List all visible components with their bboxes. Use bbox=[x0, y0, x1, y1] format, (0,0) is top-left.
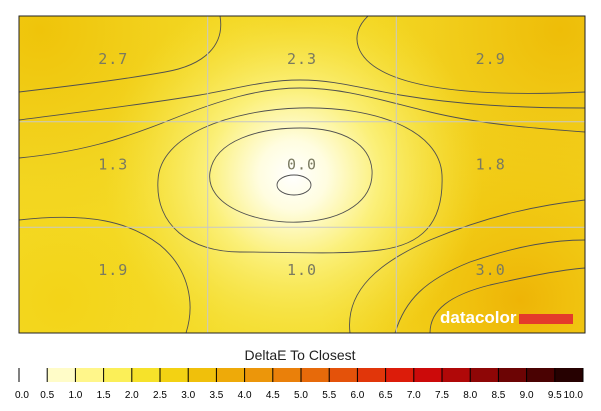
contour-line bbox=[356, 16, 585, 94]
legend-tick-label: 6.0 bbox=[350, 390, 364, 401]
legend-swatch bbox=[272, 368, 302, 382]
legend-tick-label: 3.0 bbox=[181, 390, 195, 401]
legend-tick-label: 5.0 bbox=[294, 390, 308, 401]
legend-swatch bbox=[385, 368, 415, 382]
legend-tick-label: 2.5 bbox=[153, 390, 167, 401]
datacolor-logo-bar bbox=[519, 314, 573, 324]
legend-tick-label: 3.5 bbox=[209, 390, 223, 401]
legend-tick-label: 5.5 bbox=[322, 390, 336, 401]
plot-frame bbox=[18, 15, 586, 334]
legend-swatch bbox=[19, 368, 48, 382]
datacolor-logo-text: datacolor bbox=[440, 308, 517, 327]
legend-swatches bbox=[19, 368, 584, 382]
legend-tick-label: 8.0 bbox=[463, 390, 477, 401]
heatmap-cell-label: 1.9 bbox=[98, 261, 128, 279]
legend-swatch bbox=[160, 368, 189, 382]
grid-lines bbox=[19, 16, 585, 333]
legend-swatch bbox=[131, 368, 161, 382]
heatmap-cell-label: 1.3 bbox=[98, 156, 128, 174]
contour-line bbox=[19, 16, 222, 93]
legend-swatch bbox=[554, 368, 584, 382]
legend-swatch bbox=[244, 368, 274, 382]
legend-swatch bbox=[188, 368, 217, 382]
contour-line bbox=[209, 127, 373, 223]
contour-line bbox=[19, 79, 585, 121]
heatmap-cell-label: 2.3 bbox=[287, 50, 317, 68]
legend-tick-label: 4.0 bbox=[238, 390, 252, 401]
contour-lines bbox=[19, 16, 585, 333]
legend-tick-label: 8.5 bbox=[491, 390, 505, 401]
contour-line bbox=[19, 216, 191, 333]
heatmap-shade-center bbox=[19, 16, 585, 333]
legend-ticks: 0.0 0.5 1.0 1.5 2.0 2.5 3.0 3.5 4.0 4.5 5.0 5.5 6.0 6… bbox=[15, 368, 584, 401]
contour-line bbox=[349, 199, 585, 333]
legend-tick-label: 1.0 bbox=[68, 390, 82, 401]
contour-line bbox=[157, 107, 443, 254]
heatmap-cell-label: 1.0 bbox=[287, 261, 317, 279]
legend-tick-label: 0.0 bbox=[15, 390, 29, 401]
legend-tick-label: 0.5 bbox=[40, 390, 54, 401]
heatmap-cell-label: 2.7 bbox=[98, 50, 128, 68]
legend-swatch bbox=[75, 368, 104, 382]
legend-swatch bbox=[216, 368, 245, 382]
legend-swatch bbox=[498, 368, 527, 382]
contour-line bbox=[394, 239, 585, 333]
datacolor-logo: datacolor bbox=[440, 308, 573, 327]
heatmap-cells: 2.7 2.3 2.9 1.3 0.0 1.8 1.9 1.0 3.0 bbox=[98, 50, 506, 279]
legend-tick-label: 2.0 bbox=[125, 390, 139, 401]
legend-swatch bbox=[442, 368, 471, 382]
legend-swatch bbox=[470, 368, 499, 382]
heatmap-cell-label: 1.8 bbox=[476, 156, 506, 174]
legend-tick-label: 4.5 bbox=[266, 390, 280, 401]
legend-swatch bbox=[413, 368, 443, 382]
legend-swatch bbox=[47, 368, 76, 382]
legend-swatch bbox=[103, 368, 133, 382]
legend-title: DeltaE To Closest bbox=[244, 347, 355, 363]
color-scale-legend: DeltaE To Closest 0.0 0.5 1.0 1.5 2.0 2.5 3.0 3… bbox=[15, 347, 584, 401]
legend-tick-label: 1.5 bbox=[97, 390, 111, 401]
legend-swatch bbox=[329, 368, 358, 382]
legend-swatch bbox=[526, 368, 556, 382]
legend-tick-label: 7.0 bbox=[407, 390, 421, 401]
legend-tick-label: 6.5 bbox=[379, 390, 393, 401]
heatmap-cell-label: 2.9 bbox=[476, 50, 506, 68]
heatmap-cell-label: 3.0 bbox=[476, 261, 506, 279]
heatmap-cell-label: 0.0 bbox=[287, 156, 317, 174]
contour-line bbox=[276, 174, 312, 196]
legend-swatch bbox=[357, 368, 386, 382]
contour-line bbox=[429, 267, 585, 333]
legend-tick-label: 10.0 bbox=[564, 390, 584, 401]
legend-tick-label: 7.5 bbox=[435, 390, 449, 401]
legend-tick-label: 9.0 bbox=[520, 390, 534, 401]
legend-swatch bbox=[301, 368, 330, 382]
legend-tick-label: 9.5 bbox=[548, 390, 562, 401]
heatmap-plot: 2.7 2.3 2.9 1.3 0.0 1.8 1.9 1.0 3.0 datacolor bbox=[19, 16, 585, 333]
